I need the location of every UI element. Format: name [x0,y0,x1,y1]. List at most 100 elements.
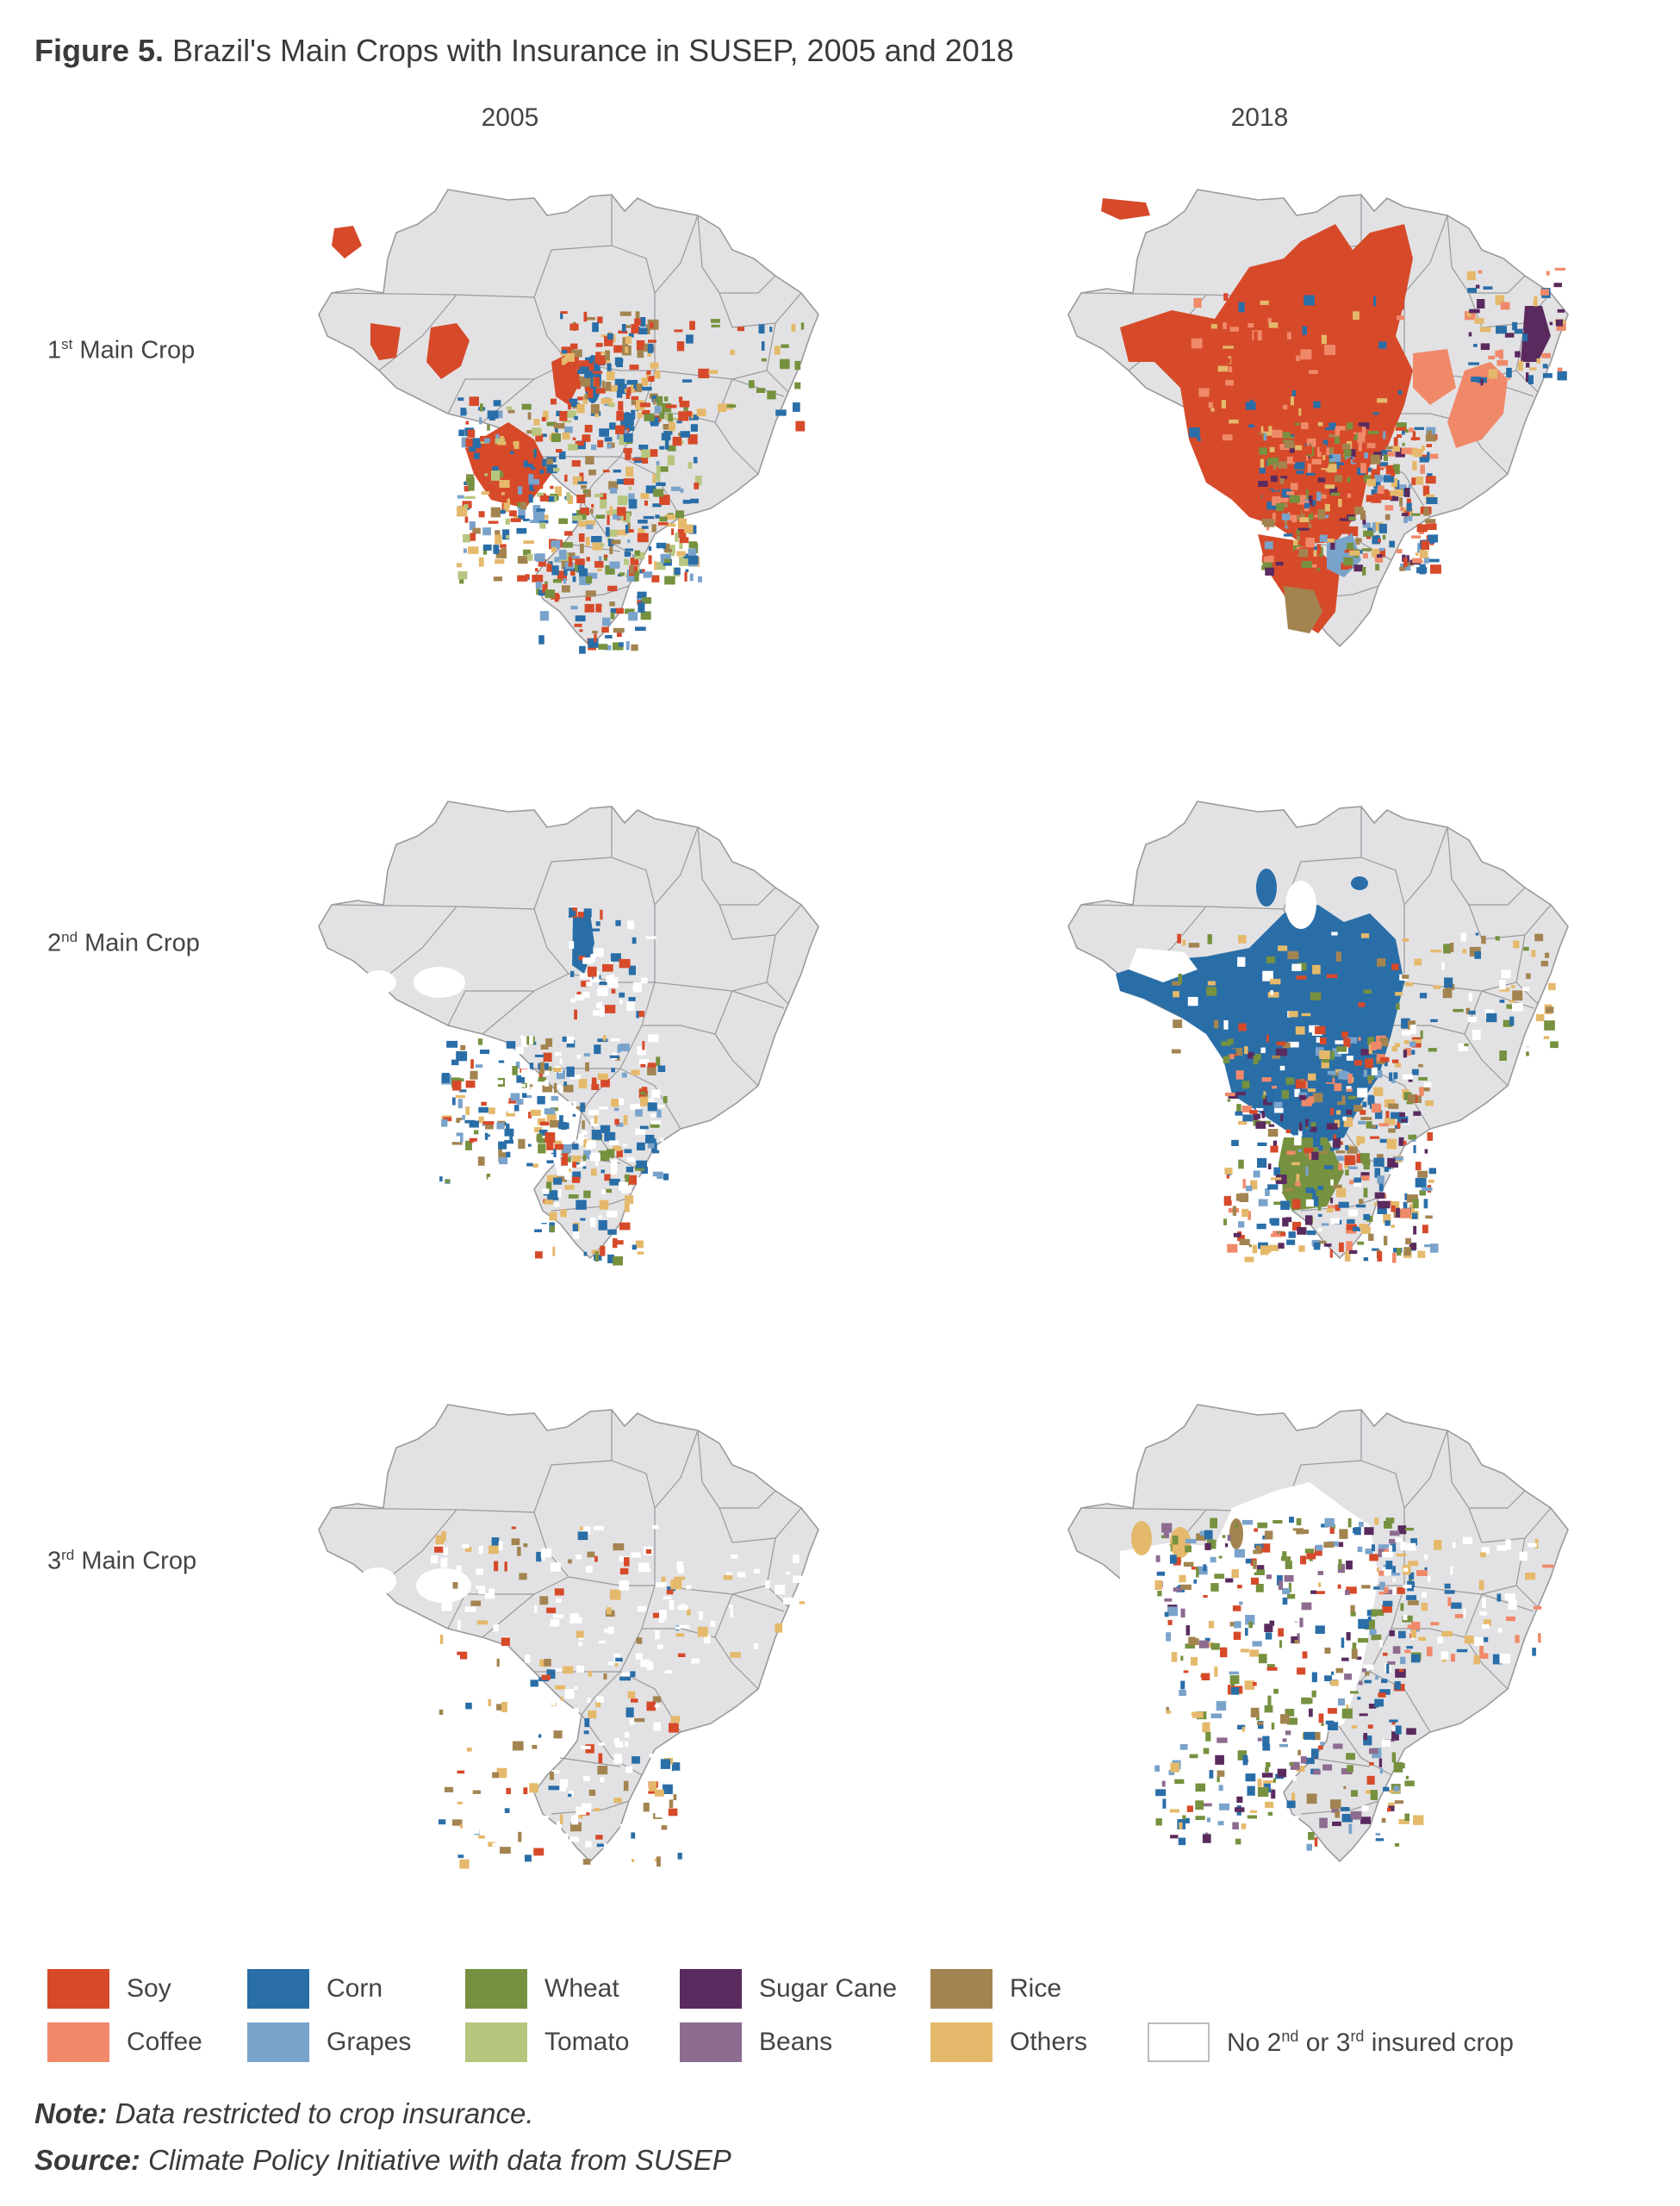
municipality-patch [1235,1807,1245,1812]
municipality-patch [1300,1715,1307,1721]
municipality-patch [526,553,533,561]
municipality-patch [1346,1704,1349,1709]
municipality-patch [1252,1244,1258,1254]
municipality-patch [1338,1070,1347,1080]
municipality-patch [1338,1542,1344,1548]
municipality-patch [1392,464,1400,475]
municipality-patch [1291,1792,1296,1801]
municipality-patch [533,1127,543,1132]
municipality-patch [1225,1578,1234,1583]
municipality-patch [1245,1566,1257,1573]
municipality-patch [516,527,527,534]
municipality-patch [1306,1238,1312,1248]
municipality-patch [494,1561,499,1572]
municipality-patch [438,1742,445,1748]
municipality-patch [493,400,501,407]
municipality-patch [1404,428,1409,433]
municipality-patch [679,1624,690,1629]
municipality-patch [1379,1689,1391,1695]
municipality-patch [1257,1787,1269,1798]
municipality-patch [1391,1573,1401,1576]
municipality-patch [500,435,504,441]
municipality-patch [1227,358,1231,364]
municipality-patch [1316,446,1322,458]
municipality-patch [1247,1785,1255,1796]
municipality-patch [1391,477,1398,488]
municipality-patch [1208,1621,1215,1629]
municipality-patch [1289,1517,1294,1524]
municipality-patch [1173,1019,1183,1028]
municipality-patch [1244,1046,1248,1055]
municipality-patch [568,444,578,451]
municipality-patch [1373,493,1384,500]
municipality-patch [607,539,614,546]
municipality-patch [1403,1614,1408,1621]
municipality-patch [672,436,682,446]
municipality-patch [472,1790,481,1794]
municipality-patch [578,360,590,367]
municipality-patch [485,483,495,489]
municipality-patch [1259,447,1267,455]
municipality-patch [597,1073,608,1081]
municipality-patch [1336,1046,1347,1052]
municipality-patch [1321,494,1327,499]
municipality-patch [1414,958,1422,966]
municipality-patch [1265,1632,1272,1640]
municipality-patch [498,1152,507,1162]
municipality-patch [1424,1567,1428,1570]
municipality-patch [1279,1580,1284,1590]
municipality-patch [1287,1717,1297,1725]
municipality-patch [1440,1651,1448,1660]
municipality-patch [1261,564,1266,570]
municipality-patch [542,458,547,467]
municipality-patch [1335,324,1345,333]
municipality-patch [1402,975,1409,979]
municipality-patch [545,1038,553,1047]
municipality-patch [621,324,626,332]
municipality-patch [1361,1585,1371,1589]
municipality-patch [1331,1093,1342,1102]
municipality-patch [1377,958,1386,967]
municipality-patch [1451,1654,1455,1662]
municipality-patch [594,633,597,642]
municipality-patch [1208,402,1214,408]
municipality-patch [626,1156,635,1162]
municipality-patch [1172,981,1181,986]
municipality-patch [551,565,559,576]
municipality-patch [1409,1243,1417,1250]
municipality-patch [554,557,562,563]
municipality-patch [596,352,606,355]
municipality-patch [557,489,563,497]
municipality-patch [522,1163,526,1169]
municipality-patch [1251,1577,1259,1585]
municipality-patch [678,411,689,421]
municipality-patch [509,1773,515,1780]
municipality-patch [585,1062,589,1072]
municipality-patch [1286,1150,1296,1156]
municipality-patch [582,1155,587,1162]
municipality-patch [1364,451,1369,458]
municipality-patch [1168,1770,1175,1776]
municipality-patch [1249,399,1254,402]
municipality-patch [562,350,568,354]
municipality-patch [1371,489,1378,495]
municipality-patch [1311,1672,1317,1683]
municipality-patch [1207,1539,1216,1549]
municipality-patch [592,322,599,333]
municipality-patch [439,1635,444,1644]
municipality-patch [1255,1584,1264,1592]
state-border [611,1410,656,1509]
municipality-patch [1408,1134,1417,1140]
municipality-patch [659,446,665,450]
municipality-patch [697,1626,708,1637]
municipality-patch [572,515,582,521]
municipality-patch [1193,1580,1198,1584]
municipality-patch [452,1819,463,1826]
municipality-patch [1316,568,1321,571]
municipality-patch [479,417,482,425]
legend-item-coffee: Coffee [47,2021,202,2064]
municipality-patch [1204,1542,1211,1550]
municipality-patch [1419,1087,1424,1096]
municipality-patch [1483,1619,1491,1627]
municipality-patch [647,1102,657,1112]
